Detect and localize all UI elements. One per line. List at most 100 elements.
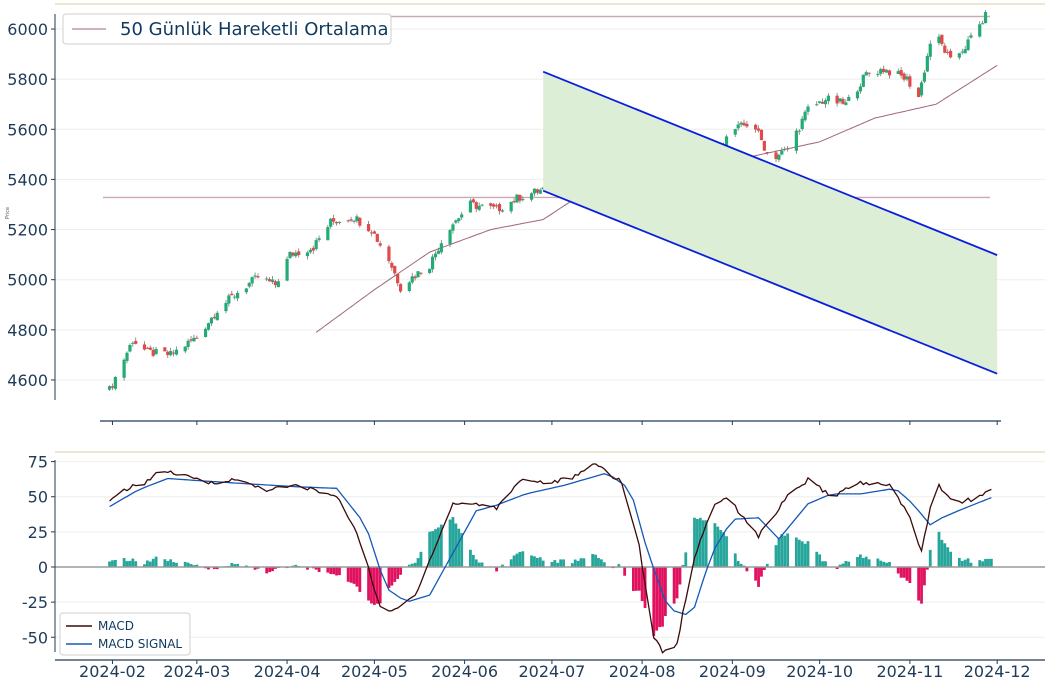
histogram-bar	[676, 567, 679, 598]
histogram-bar	[713, 523, 716, 567]
candle-body	[984, 12, 987, 23]
channel-fill	[543, 72, 997, 374]
histogram-bar	[961, 561, 964, 567]
histogram-bar	[399, 567, 402, 575]
histogram-bar	[943, 543, 946, 567]
histogram-bar	[652, 567, 655, 636]
candle-body	[902, 74, 905, 80]
histogram-bar	[536, 558, 539, 567]
histogram-bar	[326, 567, 329, 573]
candle-body	[929, 44, 932, 57]
histogram-bar	[949, 552, 952, 567]
price-legend-label: 50 Günlük Hareketli Ortalama	[120, 19, 388, 40]
candle-body	[475, 202, 478, 209]
candle-body	[946, 52, 949, 53]
price-y-tick-label: 5600	[7, 120, 48, 139]
candle-body	[376, 234, 379, 242]
histogram-bar	[623, 567, 626, 576]
candle-body	[763, 141, 766, 151]
histogram-bar	[513, 555, 516, 567]
candle-body	[900, 70, 903, 75]
candle-body	[518, 195, 521, 201]
x-tick-label: 2024-09	[699, 662, 766, 681]
candle-body	[489, 203, 492, 206]
histogram-bar	[908, 567, 911, 583]
histogram-bar	[815, 552, 818, 567]
candle-body	[978, 24, 981, 36]
candle-body	[315, 240, 318, 249]
histogram-bar	[358, 567, 361, 592]
candle-body	[725, 136, 728, 145]
candle-body	[134, 341, 137, 344]
candle-body	[204, 329, 207, 337]
candle-body	[451, 224, 454, 230]
candle-body	[326, 227, 329, 240]
candle-body	[411, 276, 414, 282]
candle-body	[338, 222, 341, 223]
candle-body	[274, 281, 277, 285]
histogram-bar	[906, 567, 909, 581]
candle-body	[143, 344, 146, 349]
histogram-bar	[134, 561, 137, 567]
candle-body	[431, 257, 434, 270]
histogram-bar	[457, 529, 460, 567]
candle-body	[187, 341, 190, 347]
histogram-bar	[888, 562, 891, 567]
histogram-bar	[725, 536, 728, 567]
histogram-bar	[856, 557, 859, 567]
histogram-bar	[347, 567, 350, 582]
candle-body	[454, 220, 457, 222]
macd-legend: MACD MACD SIGNAL	[60, 613, 190, 655]
histogram-bar	[518, 552, 521, 567]
candle-body	[373, 231, 376, 233]
histogram-bar	[123, 558, 126, 567]
histogram-bar	[658, 567, 661, 627]
candle-body	[480, 205, 483, 206]
candle-body	[123, 360, 126, 378]
candle-body	[236, 293, 239, 298]
histogram-bar	[559, 559, 562, 567]
candle-body	[492, 204, 495, 206]
histogram-bar	[897, 567, 900, 574]
histogram-bar	[580, 558, 583, 567]
histogram-bar	[516, 554, 519, 567]
candle-body	[774, 152, 777, 159]
histogram-bar	[152, 559, 155, 567]
candle-body	[192, 338, 195, 341]
histogram-bar	[638, 567, 641, 591]
histogram-bar	[129, 561, 132, 567]
histogram-bar	[388, 567, 391, 588]
candle-body	[969, 35, 972, 37]
histogram-bar	[844, 561, 847, 567]
candle-body	[195, 338, 198, 339]
candle-body	[905, 77, 908, 80]
histogram-bar	[114, 560, 117, 567]
histogram-bar	[108, 562, 111, 567]
candle-body	[824, 100, 827, 104]
candle-body	[961, 52, 964, 53]
histogram-bar	[990, 559, 993, 567]
histogram-bar	[824, 561, 827, 567]
candle-body	[448, 230, 451, 244]
candle-body	[734, 129, 737, 135]
candle-body	[844, 102, 847, 105]
candle-body	[248, 283, 251, 287]
histogram-bar	[469, 550, 472, 567]
histogram-bar	[801, 541, 804, 567]
histogram-bar	[437, 527, 440, 567]
histogram-bar	[335, 567, 338, 576]
histogram-bar	[131, 559, 134, 567]
candle-body	[827, 96, 830, 101]
histogram-bar	[978, 560, 981, 567]
histogram-bar	[146, 560, 149, 567]
candle-body	[777, 155, 780, 160]
candle-body	[271, 280, 274, 283]
histogram-bar	[553, 560, 556, 567]
histogram-bar	[917, 567, 920, 601]
candle-body	[309, 250, 312, 252]
histogram-bar	[754, 567, 757, 581]
candle-body	[207, 323, 210, 330]
histogram-bar	[946, 547, 949, 567]
candle-body	[224, 303, 227, 311]
